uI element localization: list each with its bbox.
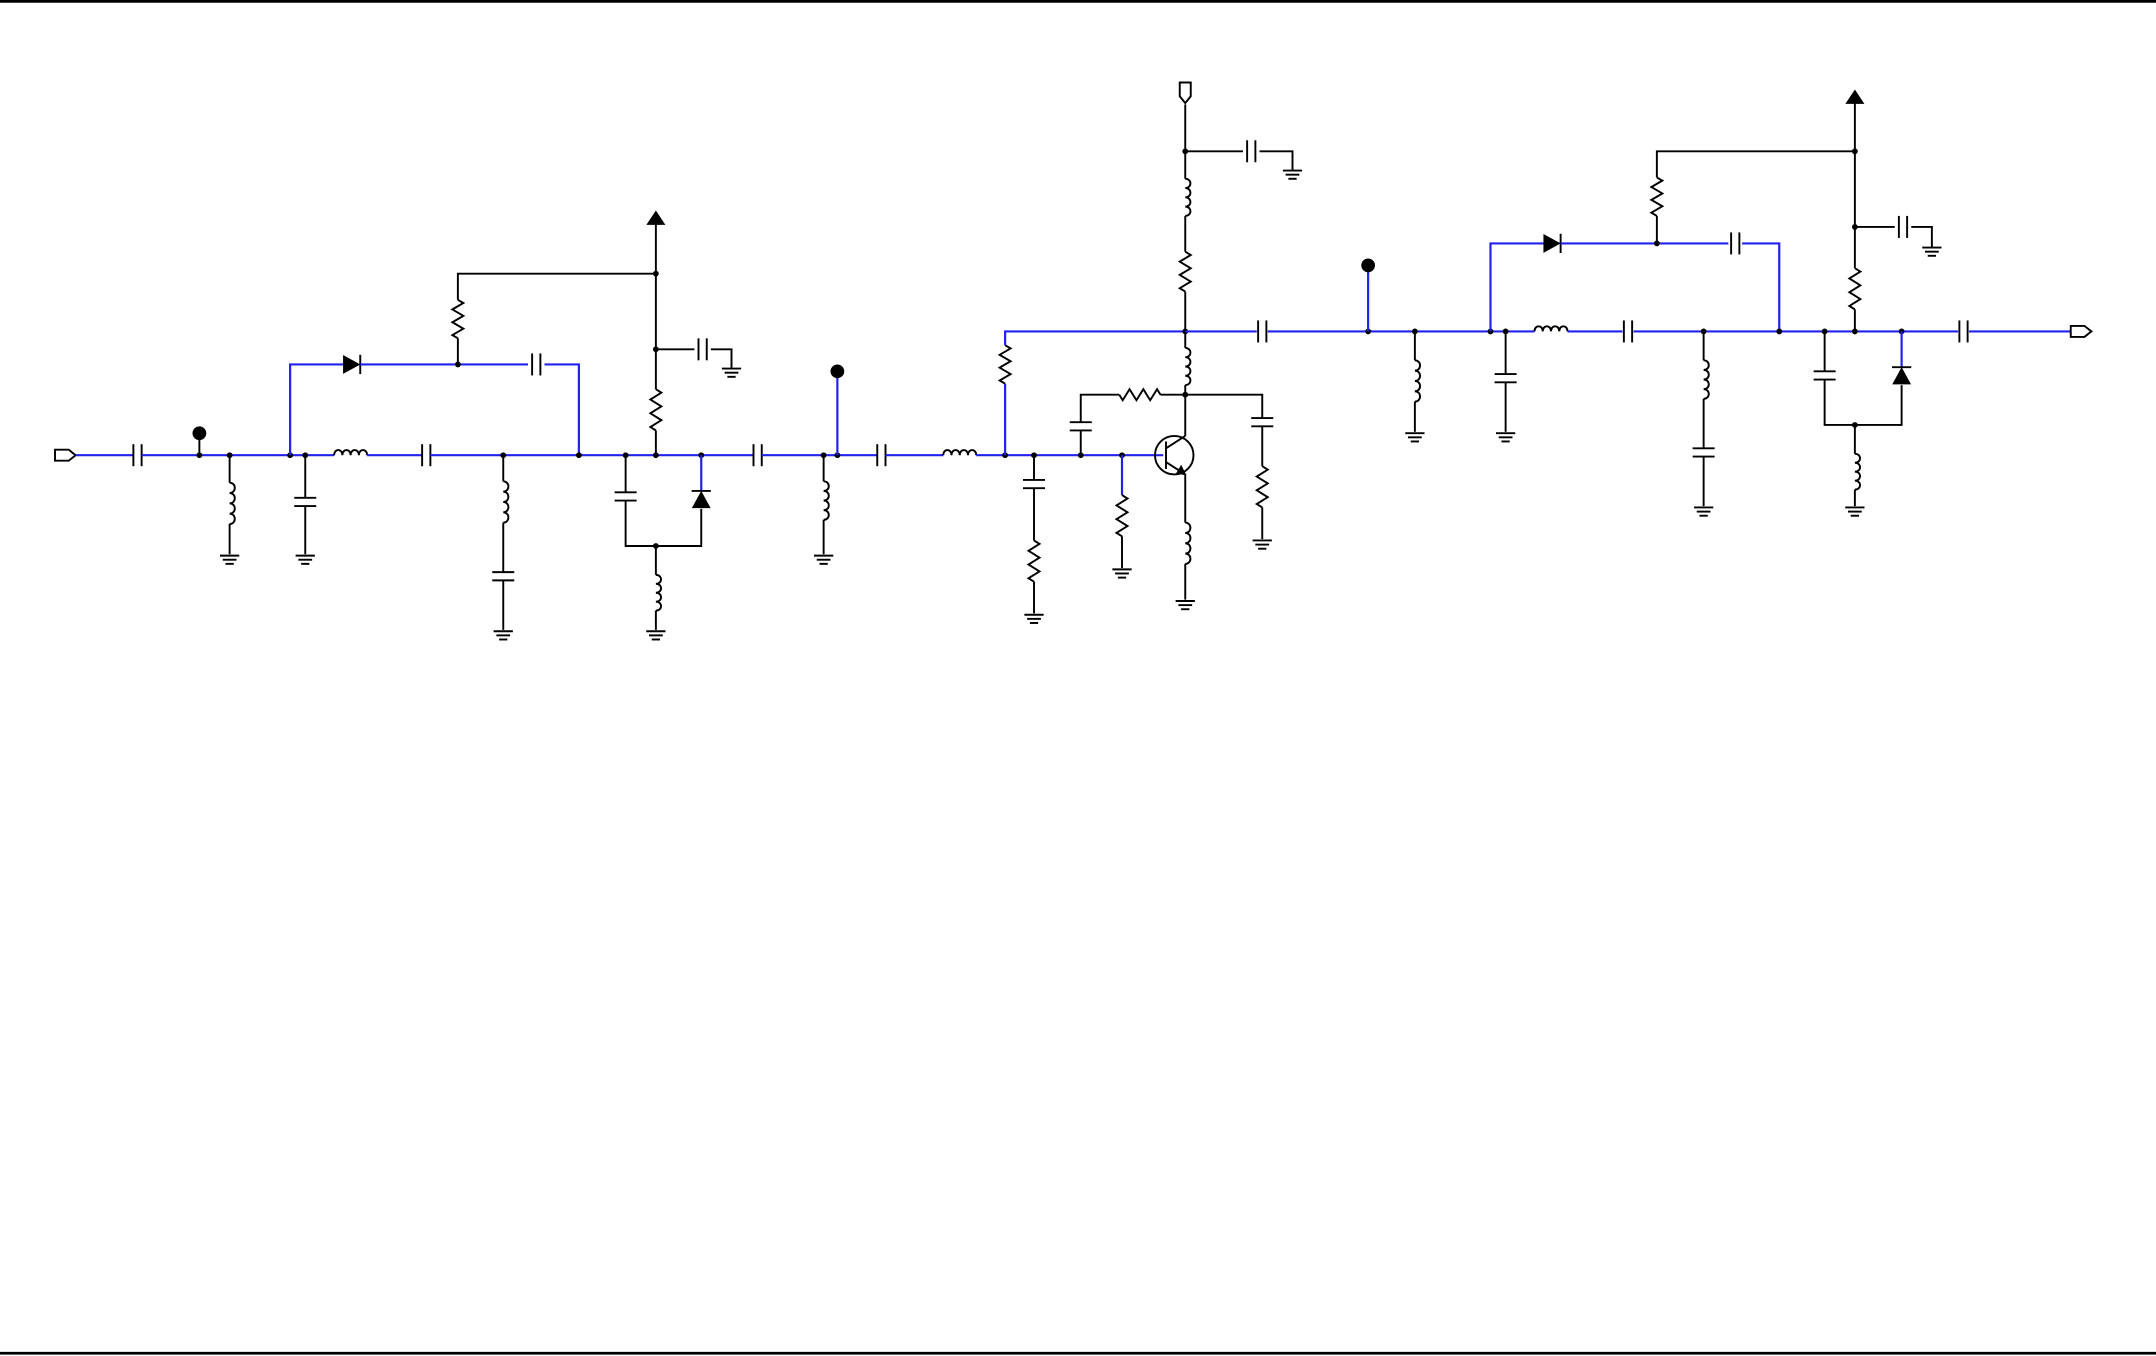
junction-dot <box>1776 328 1783 335</box>
inductor-icon <box>333 449 369 456</box>
junction-dot <box>1851 148 1858 155</box>
capacitor-icon <box>697 338 708 361</box>
resistor-icon <box>450 298 466 340</box>
wire <box>456 272 656 300</box>
diode-icon <box>691 490 711 509</box>
wire <box>1079 393 1120 423</box>
inductor-icon <box>1185 177 1192 217</box>
wire <box>1188 393 1264 419</box>
probe-dot-icon <box>1361 258 1375 273</box>
signal-wire <box>544 363 580 456</box>
signal-wire <box>1742 242 1781 332</box>
resistor-icon <box>1026 539 1042 583</box>
inductor-icon <box>1414 359 1421 403</box>
resistor-icon <box>648 388 664 432</box>
junction-dot <box>1851 328 1858 335</box>
ground-icon <box>1845 506 1865 517</box>
resistor-icon <box>1114 494 1130 538</box>
inductor-icon <box>655 573 662 612</box>
diode-icon <box>1892 366 1912 385</box>
signal-wire <box>1004 330 1186 346</box>
capacitor-icon <box>876 444 887 467</box>
signal-wire <box>1489 242 1545 332</box>
capacitor-icon <box>1069 421 1092 432</box>
inductor-icon <box>1533 325 1569 332</box>
port-icon <box>1178 81 1192 105</box>
ground-icon <box>1405 432 1425 443</box>
ground-icon <box>1282 169 1303 180</box>
capacitor-icon <box>531 353 542 376</box>
wire <box>1655 150 1855 178</box>
signal-wire <box>289 363 344 456</box>
capacitor-icon <box>1958 320 1969 343</box>
inductor-icon <box>1185 346 1192 387</box>
diode-icon <box>343 354 362 375</box>
ground-icon <box>1694 506 1714 517</box>
capacitor-icon <box>1246 140 1257 163</box>
capacitor-icon <box>1023 479 1045 490</box>
supply-arrow-icon <box>1845 89 1865 104</box>
junction-dot <box>575 452 582 459</box>
probe-dot-icon <box>830 364 845 379</box>
resistor-icon <box>997 344 1013 385</box>
ground-icon <box>1112 568 1132 579</box>
ground-icon <box>1922 246 1942 257</box>
supply-arrow-icon <box>646 210 666 225</box>
junction-dot <box>652 452 659 459</box>
wire <box>624 500 703 547</box>
ground-icon <box>220 554 240 565</box>
port-icon <box>54 448 78 462</box>
resistor-icon <box>1847 267 1863 311</box>
npn-transistor-icon <box>1154 434 1195 476</box>
capacitor-icon <box>294 496 317 508</box>
ground-icon <box>295 554 315 565</box>
capacitor-icon <box>132 444 143 467</box>
capacitor-icon <box>1897 215 1909 238</box>
diode-icon <box>1543 233 1562 254</box>
resistor-icon <box>1177 250 1193 293</box>
wire <box>1259 150 1294 171</box>
capacitor-icon <box>1622 320 1634 343</box>
capacitor-icon <box>492 571 515 582</box>
resistor-icon <box>1118 387 1162 403</box>
ground-icon <box>814 554 834 565</box>
circuit-diagram <box>54 81 2093 641</box>
port-icon <box>2069 324 2093 338</box>
wire <box>1823 379 1903 426</box>
ground-icon <box>721 367 742 378</box>
ground-icon <box>646 630 666 641</box>
capacitor-icon <box>1730 232 1741 255</box>
inductor-icon <box>503 480 510 524</box>
capacitor-icon <box>614 491 637 502</box>
resistor-icon <box>1649 176 1665 217</box>
wire <box>1911 225 1933 248</box>
capacitor-icon <box>752 444 763 467</box>
ground-icon <box>1175 600 1195 611</box>
resistor-icon <box>1254 465 1270 509</box>
junction-dot <box>196 452 203 459</box>
ground-icon <box>1024 613 1044 624</box>
ground-icon <box>1252 539 1272 550</box>
ground-icon <box>1496 432 1516 443</box>
capacitor-icon <box>421 444 432 467</box>
inductor-icon <box>823 480 830 521</box>
inductor-icon <box>1703 359 1710 400</box>
inductor-icon <box>942 449 978 456</box>
probe-dot-icon <box>192 426 207 441</box>
capacitor-icon <box>1813 370 1836 381</box>
wire <box>710 348 733 369</box>
ground-icon <box>493 630 513 641</box>
inductor-icon <box>1185 521 1192 565</box>
junction-dot <box>652 270 659 277</box>
inductor-icon <box>229 481 236 525</box>
capacitor-icon <box>1257 320 1268 343</box>
inductor-icon <box>1854 452 1861 491</box>
capacitor-icon <box>1494 373 1517 384</box>
capacitor-icon <box>1251 417 1274 428</box>
capacitor-icon <box>1692 447 1715 458</box>
